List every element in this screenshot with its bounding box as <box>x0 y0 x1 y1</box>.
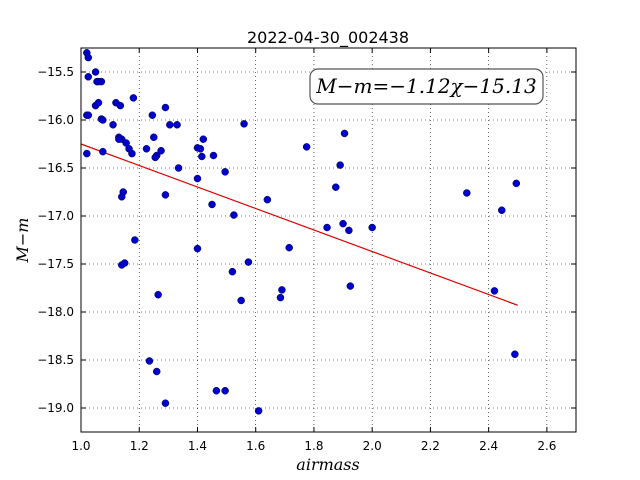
data-point <box>154 290 162 299</box>
data-point <box>131 236 139 244</box>
data-point <box>237 296 245 305</box>
fit-line <box>80 143 518 306</box>
data-point <box>152 367 161 376</box>
data-point <box>339 219 347 228</box>
data-point <box>285 243 293 252</box>
data-point <box>99 147 107 156</box>
y-tick-label: −18.5 <box>37 353 74 367</box>
data-point <box>240 120 248 128</box>
data-point <box>332 183 340 191</box>
data-point <box>83 149 91 158</box>
data-point <box>336 161 344 169</box>
x-tick-label: 2.0 <box>363 439 382 453</box>
data-point <box>221 386 229 395</box>
x-tick-label: 1.0 <box>71 439 90 453</box>
data-point <box>120 259 129 267</box>
fit-annotation: M−m=−1.12χ−15.13 <box>309 68 544 105</box>
data-point <box>174 164 183 172</box>
data-point <box>368 223 376 232</box>
data-point <box>254 407 263 415</box>
data-point <box>84 53 93 62</box>
data-point <box>209 151 218 160</box>
y-tick-label: −17.0 <box>37 209 74 223</box>
data-point <box>84 73 93 81</box>
data-point <box>129 94 138 102</box>
x-tick-label: 1.4 <box>188 439 207 453</box>
data-point <box>109 121 117 129</box>
x-axis-label: airmass <box>296 455 359 474</box>
data-point <box>340 129 349 138</box>
axis-ticks: 1.0 1.2 1.4 1.6 1.8 2.0 2.2 2.4 2.6 −15.5 −16.0 −16… <box>37 48 576 453</box>
data-point <box>115 135 123 143</box>
data-point <box>212 386 221 395</box>
data-point <box>263 195 272 204</box>
y-tick-label: −16.0 <box>37 113 74 127</box>
data-point <box>157 146 165 155</box>
y-tick-label: −15.5 <box>37 65 74 79</box>
y-tick-label: −16.5 <box>37 161 74 175</box>
data-point <box>148 111 157 119</box>
data-point <box>161 399 170 407</box>
data-point <box>150 133 158 142</box>
data-point <box>276 293 285 302</box>
data-point <box>128 149 136 158</box>
data-point <box>511 350 519 358</box>
data-point <box>346 282 355 290</box>
data-point <box>161 191 170 199</box>
data-point <box>145 357 154 365</box>
plot-area <box>81 48 576 432</box>
data-point <box>94 98 103 107</box>
fit-line-group <box>80 143 518 306</box>
y-tick-label: −19.0 <box>37 401 74 415</box>
data-point <box>142 145 151 153</box>
y-tick-label: −18.0 <box>37 305 74 319</box>
data-point <box>490 287 499 295</box>
data-point <box>230 211 238 219</box>
data-point <box>198 152 206 161</box>
data-point <box>208 200 216 209</box>
data-point <box>151 153 159 162</box>
data-point <box>193 174 202 183</box>
plot-frame <box>80 47 577 433</box>
data-point <box>91 68 100 76</box>
data-point <box>228 267 237 276</box>
data-point <box>345 226 353 235</box>
data-point <box>173 121 181 129</box>
data-point <box>221 168 229 176</box>
y-tick-label: −17.5 <box>37 257 74 271</box>
data-point <box>84 111 93 119</box>
x-tick-label: 2.4 <box>479 439 498 453</box>
x-tick-label: 2.2 <box>421 439 440 453</box>
grid <box>80 48 576 432</box>
data-point <box>99 116 107 124</box>
data-point <box>302 143 311 151</box>
data-point <box>166 121 174 129</box>
data-point <box>323 223 331 232</box>
data-point <box>278 286 286 294</box>
data-point <box>512 179 521 188</box>
data-point <box>118 193 126 201</box>
data-point <box>463 189 471 197</box>
data-point <box>498 206 506 214</box>
data-point <box>116 101 125 110</box>
x-tick-label: 1.8 <box>304 439 323 453</box>
annotation-text: M−m=−1.12χ−15.13 <box>315 74 536 98</box>
data-point <box>244 258 253 266</box>
data-point <box>196 145 205 153</box>
data-points <box>83 49 521 415</box>
data-point <box>97 77 106 86</box>
data-point <box>161 103 170 112</box>
chart-title: 2022-04-30_002438 <box>247 28 409 48</box>
annotation-box <box>309 68 544 105</box>
data-point <box>199 135 208 143</box>
data-point <box>193 244 202 253</box>
x-tick-label: 1.6 <box>246 439 265 453</box>
y-axis-label: M−m <box>13 218 32 264</box>
x-tick-label: 2.6 <box>537 439 556 453</box>
x-tick-label: 1.2 <box>130 439 149 453</box>
